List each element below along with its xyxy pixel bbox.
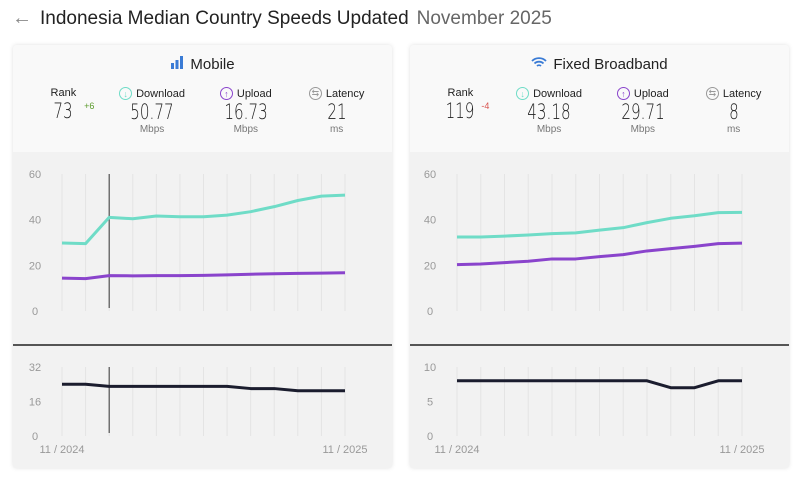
fixed-speed-chart[interactable]: 0 20 40 60 — [410, 152, 789, 345]
y-tick-label: 60 — [29, 169, 41, 181]
upload-line — [456, 241, 743, 267]
y-tick-label: 32 — [29, 362, 41, 374]
rank-label: Rank — [50, 87, 77, 99]
x-start-label: 11 / 2024 — [434, 444, 479, 456]
page-title: Indonesia Median Country Speeds Updated — [40, 7, 409, 29]
rank-stat: Rank 119 -4 — [435, 87, 489, 135]
y-tick-label: 40 — [424, 215, 436, 227]
download-arrow-icon: ↓ — [119, 87, 133, 100]
latency-unit: ms — [329, 124, 344, 135]
download-line — [457, 210, 743, 239]
x-start-label: 11 / 2024 — [39, 444, 84, 456]
y-tick-label: 20 — [424, 260, 436, 272]
download-stat: ↓ Download 50.77 Mbps — [119, 87, 185, 135]
y-tick-label: 40 — [29, 215, 41, 227]
rank-label: Rank — [447, 87, 474, 99]
latency-icon: ⇆ — [705, 87, 719, 100]
card-title: Fixed Broadband — [410, 45, 789, 73]
latency-value: 21 — [326, 100, 347, 124]
x-end-label: 11 / 2025 — [719, 444, 764, 456]
upload-unit: Mbps — [233, 124, 259, 135]
download-value: 50.77 — [130, 100, 174, 124]
upload-value: 16.73 — [224, 100, 268, 124]
upload-stat: ↑ Upload 16.73 Mbps — [216, 87, 276, 135]
download-value: 43.18 — [527, 100, 571, 124]
y-tick-label: 0 — [427, 431, 433, 443]
y-tick-label: 0 — [427, 306, 433, 318]
latency-icon: ⇆ — [308, 87, 322, 100]
upload-line — [61, 271, 346, 281]
rank-stat: Rank 73 +6 — [38, 87, 95, 135]
y-tick-label: 0 — [32, 431, 38, 443]
y-tick-label: 20 — [29, 260, 41, 272]
y-tick-label: 16 — [29, 397, 41, 409]
upload-label: Upload — [633, 87, 669, 100]
upload-arrow-icon: ↑ — [616, 87, 630, 100]
divider — [13, 344, 392, 346]
y-tick-label: 0 — [32, 306, 38, 318]
download-label: Download — [136, 87, 186, 100]
rank-delta: +6 — [84, 101, 95, 111]
download-stat: ↓ Download 43.18 Mbps — [516, 87, 582, 135]
rank-delta: -4 — [481, 101, 490, 111]
fixed-broadband-card: Fixed Broadband Rank 119 -4 ↓ Download 43… — [410, 45, 789, 468]
mobile-card: Mobile Rank 73 +6 ↓ Download 50.77 Mbps ↑… — [13, 45, 392, 468]
latency-stat: ⇆ Latency 8 ms — [704, 87, 764, 135]
latency-unit: ms — [726, 124, 741, 135]
rank-value: 73 — [53, 99, 73, 123]
page-header: ← Indonesia Median Country Speeds Update… — [12, 7, 552, 30]
latency-value: 8 — [728, 100, 739, 124]
x-end-label: 11 / 2025 — [322, 444, 367, 456]
y-tick-label: 60 — [424, 169, 436, 181]
rank-value: 119 — [445, 99, 475, 123]
latency-line — [62, 382, 345, 393]
upload-unit: Mbps — [630, 124, 656, 135]
divider — [410, 344, 789, 346]
download-unit: Mbps — [536, 124, 562, 135]
back-arrow-icon[interactable]: ← — [12, 7, 32, 29]
latency-label: Latency — [325, 87, 365, 100]
download-label: Download — [533, 87, 583, 100]
latency-stat: ⇆ Latency 21 ms — [307, 87, 367, 135]
fixed-latency-chart[interactable]: 0 5 10 11 / 2024 11 / 2025 — [410, 345, 789, 468]
signal-bars-icon — [170, 56, 184, 73]
upload-arrow-icon: ↑ — [219, 87, 233, 100]
card-title: Mobile — [13, 45, 392, 73]
upload-value: 29.71 — [621, 100, 665, 124]
latency-label: Latency — [722, 87, 762, 100]
page-date: November 2025 — [416, 7, 552, 29]
upload-stat: ↑ Upload 29.71 Mbps — [613, 87, 673, 135]
y-tick-label: 5 — [427, 397, 433, 409]
mobile-latency-chart[interactable]: 0 16 32 11 / 2024 11 / 2025 — [13, 345, 392, 468]
wifi-icon — [531, 56, 548, 73]
latency-line — [457, 379, 742, 390]
download-line — [61, 193, 346, 246]
mobile-speed-chart[interactable]: 0 20 40 60 — [13, 152, 392, 345]
y-tick-label: 10 — [424, 362, 436, 374]
download-unit: Mbps — [139, 124, 165, 135]
upload-label: Upload — [236, 87, 272, 100]
download-arrow-icon: ↓ — [516, 87, 530, 100]
